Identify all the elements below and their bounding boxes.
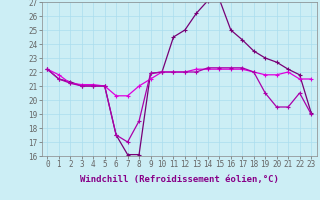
X-axis label: Windchill (Refroidissement éolien,°C): Windchill (Refroidissement éolien,°C) (80, 175, 279, 184)
